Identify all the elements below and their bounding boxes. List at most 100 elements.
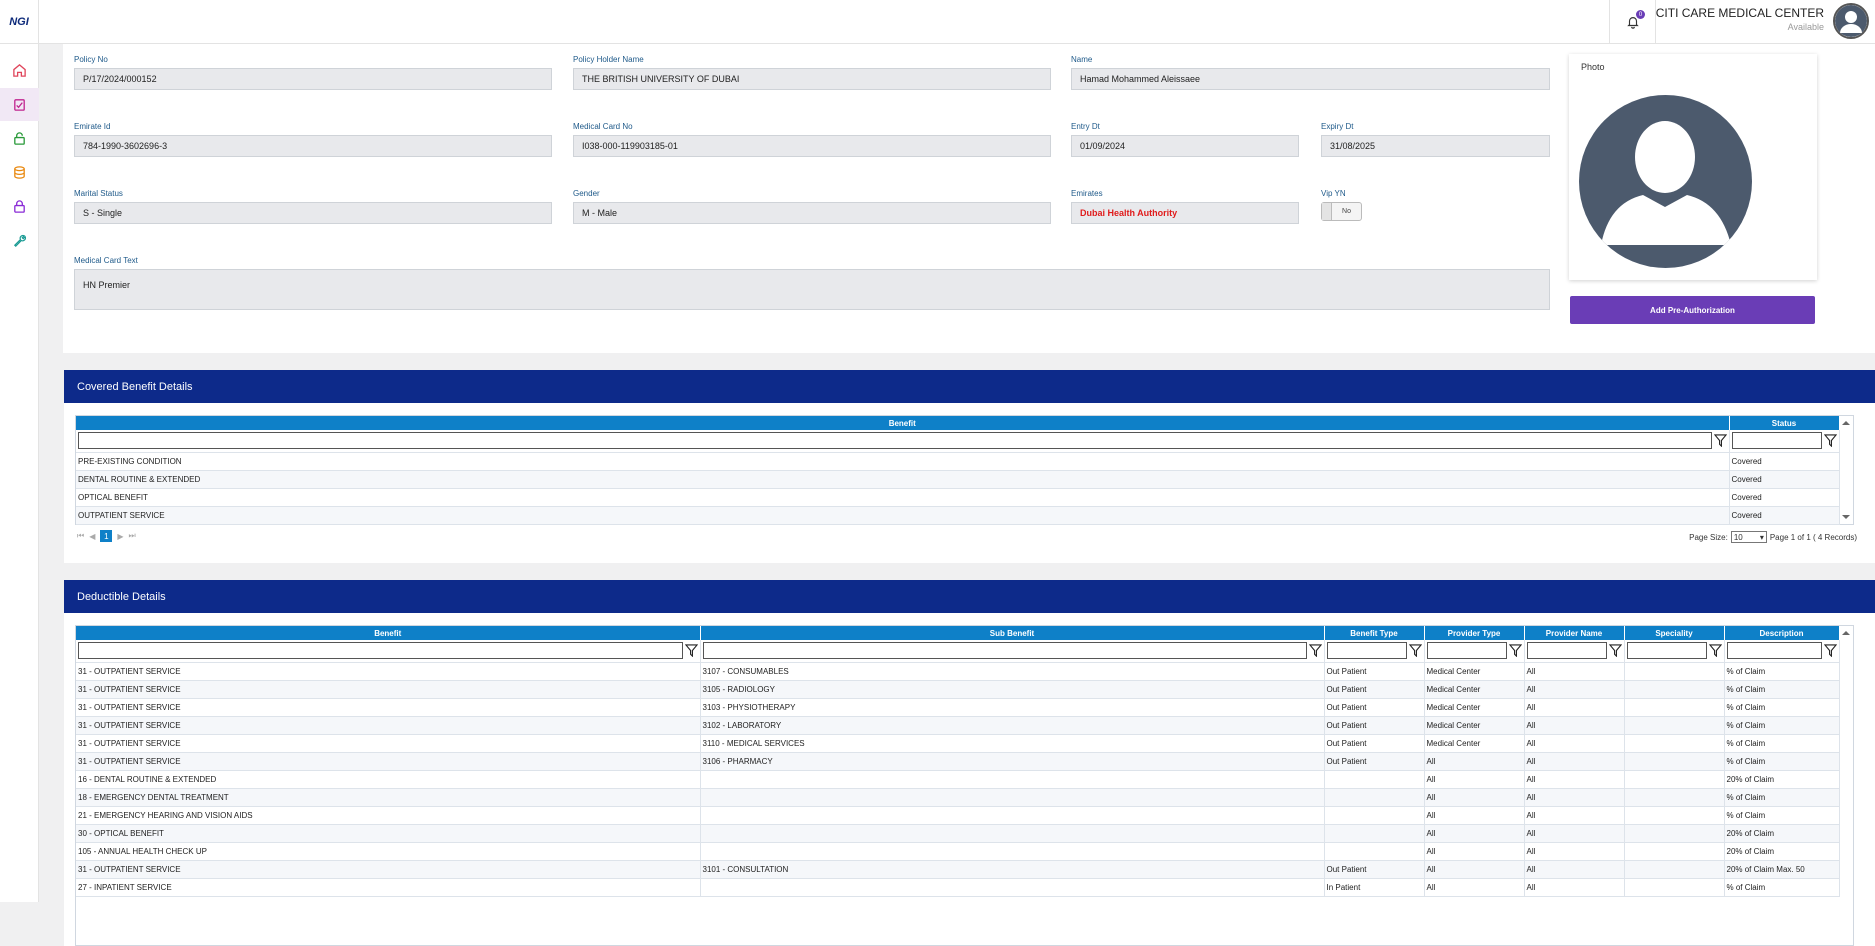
top-bar: 0 CITI CARE MEDICAL CENTER Available <box>39 0 1875 44</box>
next-page-icon[interactable]: ▶ <box>117 531 124 541</box>
filter-icon[interactable] <box>1713 434 1727 448</box>
status-filter-input[interactable] <box>1731 432 1822 450</box>
table-row[interactable]: DENTAL ROUTINE & EXTENDED Covered <box>76 470 1840 489</box>
table-row[interactable]: 31 - OUTPATIENT SERVICE 3105 - RADIOLOGY O… <box>76 680 1840 699</box>
filter-icon[interactable] <box>1308 644 1322 658</box>
policy-holder-value[interactable]: THE BRITISH UNIVERSITY OF DUBAI <box>573 68 1051 90</box>
prev-page-icon[interactable]: ◀ <box>89 531 96 541</box>
emirate-id-field: Emirate Id 784-1990-3602696-3 <box>74 122 552 157</box>
filter-icon[interactable] <box>1408 644 1422 658</box>
first-page-icon[interactable]: ⏮ <box>77 531 85 540</box>
lock-icon[interactable] <box>0 190 39 223</box>
vip-field: Vip YN No <box>1321 189 1401 221</box>
filter-icon[interactable] <box>684 644 698 658</box>
add-preauthorization-button[interactable]: Add Pre-Authorization <box>1570 296 1815 324</box>
vip-toggle[interactable]: No <box>1321 202 1362 221</box>
lock-open-icon[interactable] <box>0 122 39 155</box>
vip-toggle-label: No <box>1342 208 1351 215</box>
scroll-up-icon[interactable] <box>1839 628 1853 638</box>
column-header-benefit-type[interactable]: Benefit Type <box>1324 626 1425 640</box>
sidebar: NGI <box>0 0 39 902</box>
home-icon[interactable] <box>0 54 39 87</box>
table-row[interactable]: 31 - OUTPATIENT SERVICE 3102 - LABORATORY… <box>76 716 1840 735</box>
table-row[interactable]: 31 - OUTPATIENT SERVICE 3106 - PHARMACY Ou… <box>76 752 1840 771</box>
policy-holder-field: Policy Holder Name THE BRITISH UNIVERSIT… <box>573 55 1051 90</box>
deductible-title: Deductible Details <box>64 580 1875 613</box>
page-size-select[interactable]: 10 ▾ <box>1730 531 1767 543</box>
medical-card-no-field: Medical Card No I038-000-119903185-01 <box>573 122 1051 157</box>
app-logo[interactable]: NGI <box>0 0 38 44</box>
table-row[interactable]: 18 - EMERGENCY DENTAL TREATMENT All All% o… <box>76 788 1840 807</box>
table-row[interactable]: 31 - OUTPATIENT SERVICE 3107 - CONSUMABLE… <box>76 662 1840 681</box>
table-row[interactable]: 16 - DENTAL ROUTINE & EXTENDED All All 20% … <box>76 770 1840 789</box>
name-field: Name Hamad Mohammed Aleissaee <box>1071 55 1550 90</box>
wrench-icon[interactable] <box>0 224 39 257</box>
covered-pager: ⏮ ◀ 1 ▶ ⏭ <box>77 530 136 542</box>
medical-card-no-value[interactable]: I038-000-119903185-01 <box>573 135 1051 157</box>
current-page[interactable]: 1 <box>100 530 113 542</box>
column-header-speciality[interactable]: Speciality <box>1624 626 1725 640</box>
filter-icon[interactable] <box>1823 434 1837 448</box>
covered-benefit-section: Covered Benefit Details Benefit Status P… <box>64 370 1875 563</box>
table-row[interactable]: 31 - OUTPATIENT SERVICE 3101 - CONSULTATI… <box>76 860 1840 879</box>
marital-status-value[interactable]: S - Single <box>74 202 552 224</box>
filter-icon[interactable] <box>1708 644 1722 658</box>
table-row[interactable]: 31 - OUTPATIENT SERVICE 3103 - PHYSIOTHER… <box>76 698 1840 717</box>
column-header-benefit[interactable]: Benefit <box>76 416 1730 430</box>
database-icon[interactable] <box>0 156 39 189</box>
deductible-grid-scrollbar[interactable] <box>1839 626 1853 945</box>
emirate-id-value[interactable]: 784-1990-3602696-3 <box>74 135 552 157</box>
notification-button[interactable]: 0 <box>1609 0 1656 44</box>
sub-benefit-filter-input[interactable] <box>702 642 1307 660</box>
table-row[interactable]: 30 - OPTICAL BENEFIT All All 20% of Claim <box>76 824 1840 843</box>
table-row[interactable]: 105 - ANNUAL HEALTH CHECK UP All All 20% of… <box>76 842 1840 861</box>
column-header-provider-name[interactable]: Provider Name <box>1524 626 1625 640</box>
member-photo <box>1579 95 1752 268</box>
emirates-value[interactable]: Dubai Health Authority <box>1071 202 1299 224</box>
table-row[interactable]: OPTICAL BENEFIT Covered <box>76 488 1840 507</box>
entry-dt-field: Entry Dt 01/09/2024 <box>1071 122 1299 157</box>
gender-value[interactable]: M - Male <box>573 202 1051 224</box>
benefit-filter-input[interactable] <box>78 432 1712 450</box>
center-name: CITI CARE MEDICAL CENTER <box>1655 6 1824 20</box>
column-header-status[interactable]: Status <box>1729 416 1840 430</box>
policy-no-value[interactable]: P/17/2024/000152 <box>74 68 552 90</box>
column-header-description[interactable]: Description <box>1724 626 1840 640</box>
user-avatar[interactable] <box>1833 3 1869 39</box>
marital-status-field: Marital Status S - Single <box>74 189 552 224</box>
page-info: Page 1 of 1 ( 4 Records) <box>1769 532 1857 542</box>
benefit-type-filter-input[interactable] <box>1326 642 1407 660</box>
speciality-filter-input[interactable] <box>1626 642 1707 660</box>
gender-field: Gender M - Male <box>573 189 1051 224</box>
column-header-sub-benefit[interactable]: Sub Benefit <box>700 626 1325 640</box>
checklist-icon[interactable] <box>0 88 39 121</box>
table-row[interactable]: 21 - EMERGENCY HEARING AND VISION AIDS Al… <box>76 806 1840 825</box>
chevron-down-icon: ▾ <box>1759 532 1764 542</box>
medical-card-text-value[interactable]: HN Premier <box>74 269 1550 310</box>
scroll-down-icon[interactable] <box>1839 512 1853 522</box>
filter-icon[interactable] <box>1608 644 1622 658</box>
table-row[interactable]: 31 - OUTPATIENT SERVICE 3110 - MEDICAL SE… <box>76 734 1840 753</box>
table-row[interactable]: OUTPATIENT SERVICE Covered <box>76 506 1840 525</box>
page-size-label: Page Size: <box>1689 532 1728 542</box>
scroll-up-icon[interactable] <box>1839 418 1853 428</box>
filter-icon[interactable] <box>1508 644 1522 658</box>
provider-name-filter-input[interactable] <box>1526 642 1607 660</box>
table-row[interactable]: PRE-EXISTING CONDITION Covered <box>76 452 1840 471</box>
table-row[interactable]: 27 - INPATIENT SERVICE In Patient All All% … <box>76 878 1840 897</box>
description-filter-input[interactable] <box>1726 642 1822 660</box>
last-page-icon[interactable]: ⏭ <box>128 531 136 540</box>
photo-label: Photo <box>1581 62 1605 72</box>
provider-type-filter-input[interactable] <box>1426 642 1507 660</box>
column-header-benefit[interactable]: Benefit <box>76 626 701 640</box>
filter-icon[interactable] <box>1823 644 1837 658</box>
expiry-dt-value[interactable]: 31/08/2025 <box>1321 135 1550 157</box>
user-info: CITI CARE MEDICAL CENTER Available <box>1656 6 1824 32</box>
user-silhouette-icon <box>1601 121 1731 245</box>
benefit-filter-input[interactable] <box>78 642 683 660</box>
entry-dt-value[interactable]: 01/09/2024 <box>1071 135 1299 157</box>
column-header-provider-type[interactable]: Provider Type <box>1424 626 1525 640</box>
name-value[interactable]: Hamad Mohammed Aleissaee <box>1071 68 1550 90</box>
user-status: Available <box>1787 22 1824 32</box>
covered-grid-scrollbar[interactable] <box>1839 416 1853 524</box>
